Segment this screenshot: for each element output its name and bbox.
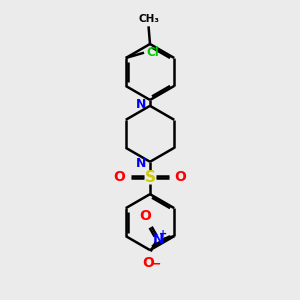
- Text: O: O: [142, 256, 154, 270]
- Text: N: N: [152, 232, 164, 246]
- Text: O: O: [174, 170, 186, 184]
- Text: +: +: [159, 229, 167, 239]
- Text: O: O: [140, 209, 151, 223]
- Text: N: N: [136, 98, 146, 111]
- Text: S: S: [145, 169, 155, 184]
- Text: Cl: Cl: [146, 46, 159, 59]
- Text: −: −: [150, 257, 161, 270]
- Text: CH₃: CH₃: [138, 14, 159, 24]
- Text: O: O: [114, 170, 126, 184]
- Text: N: N: [136, 157, 146, 170]
